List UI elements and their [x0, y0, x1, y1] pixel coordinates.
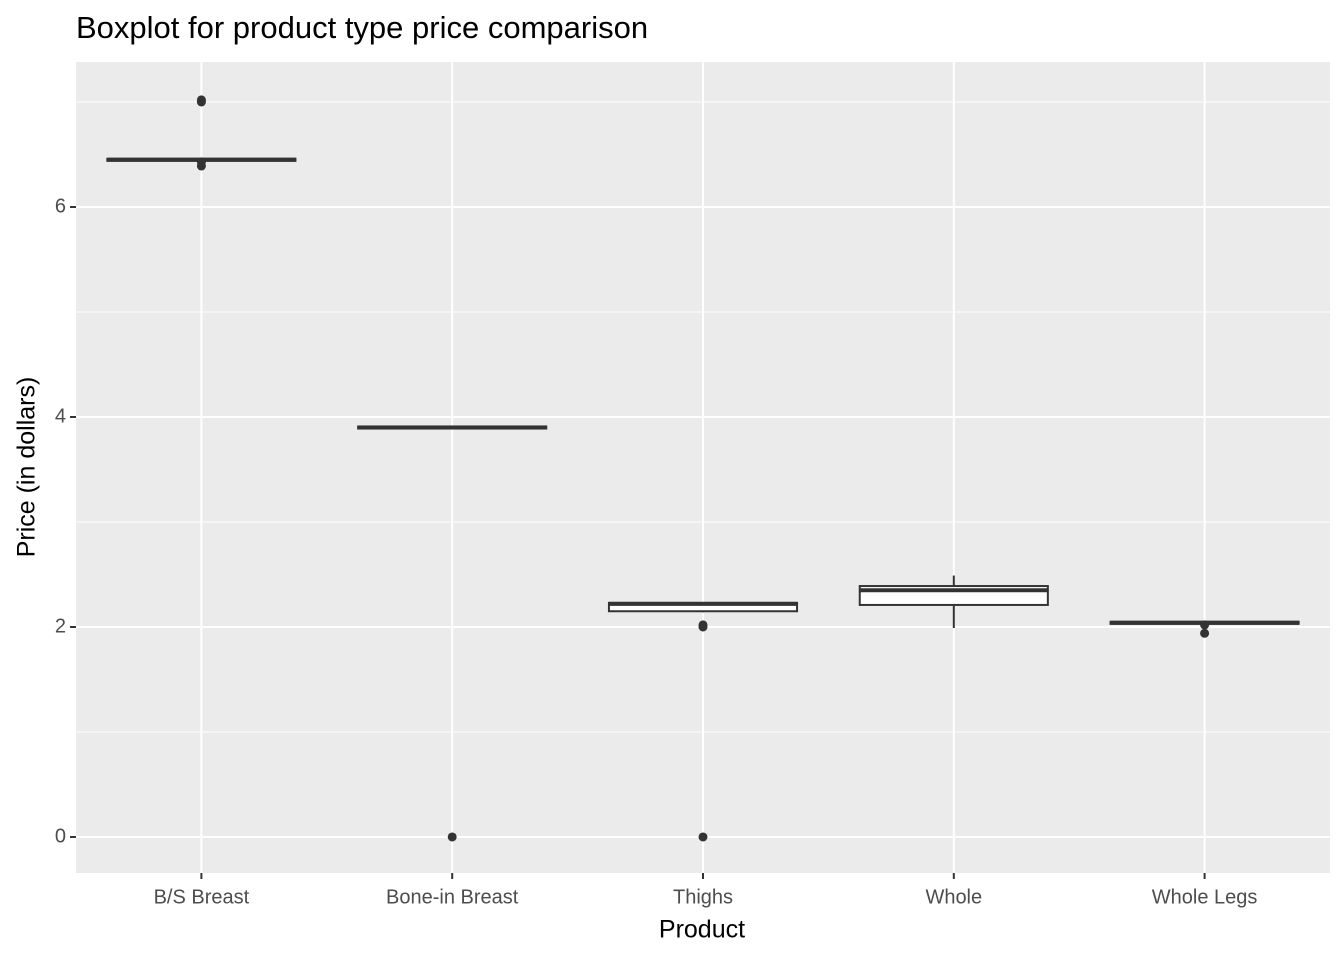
- y-tick-label: 4: [55, 405, 66, 427]
- y-tick-label: 0: [55, 825, 66, 847]
- outlier: [196, 161, 206, 171]
- x-axis-label: Product: [659, 916, 745, 944]
- y-tick-label: 6: [55, 195, 66, 217]
- outlier: [1200, 620, 1210, 630]
- x-tick-label: Whole: [925, 886, 982, 908]
- chart-title: Boxplot for product type price compariso…: [76, 10, 648, 45]
- x-tick-label: Thighs: [673, 886, 733, 908]
- outlier: [447, 832, 457, 842]
- outlier: [196, 97, 206, 107]
- y-tick-label: 2: [55, 615, 66, 637]
- x-tick-label: B/S Breast: [154, 886, 250, 908]
- x-tick-label: Bone-in Breast: [386, 886, 519, 908]
- y-axis-label: Price (in dollars): [13, 377, 41, 558]
- outlier: [698, 832, 708, 842]
- x-tick-label: Whole Legs: [1152, 886, 1258, 908]
- outlier: [1200, 628, 1210, 638]
- outlier: [698, 622, 708, 632]
